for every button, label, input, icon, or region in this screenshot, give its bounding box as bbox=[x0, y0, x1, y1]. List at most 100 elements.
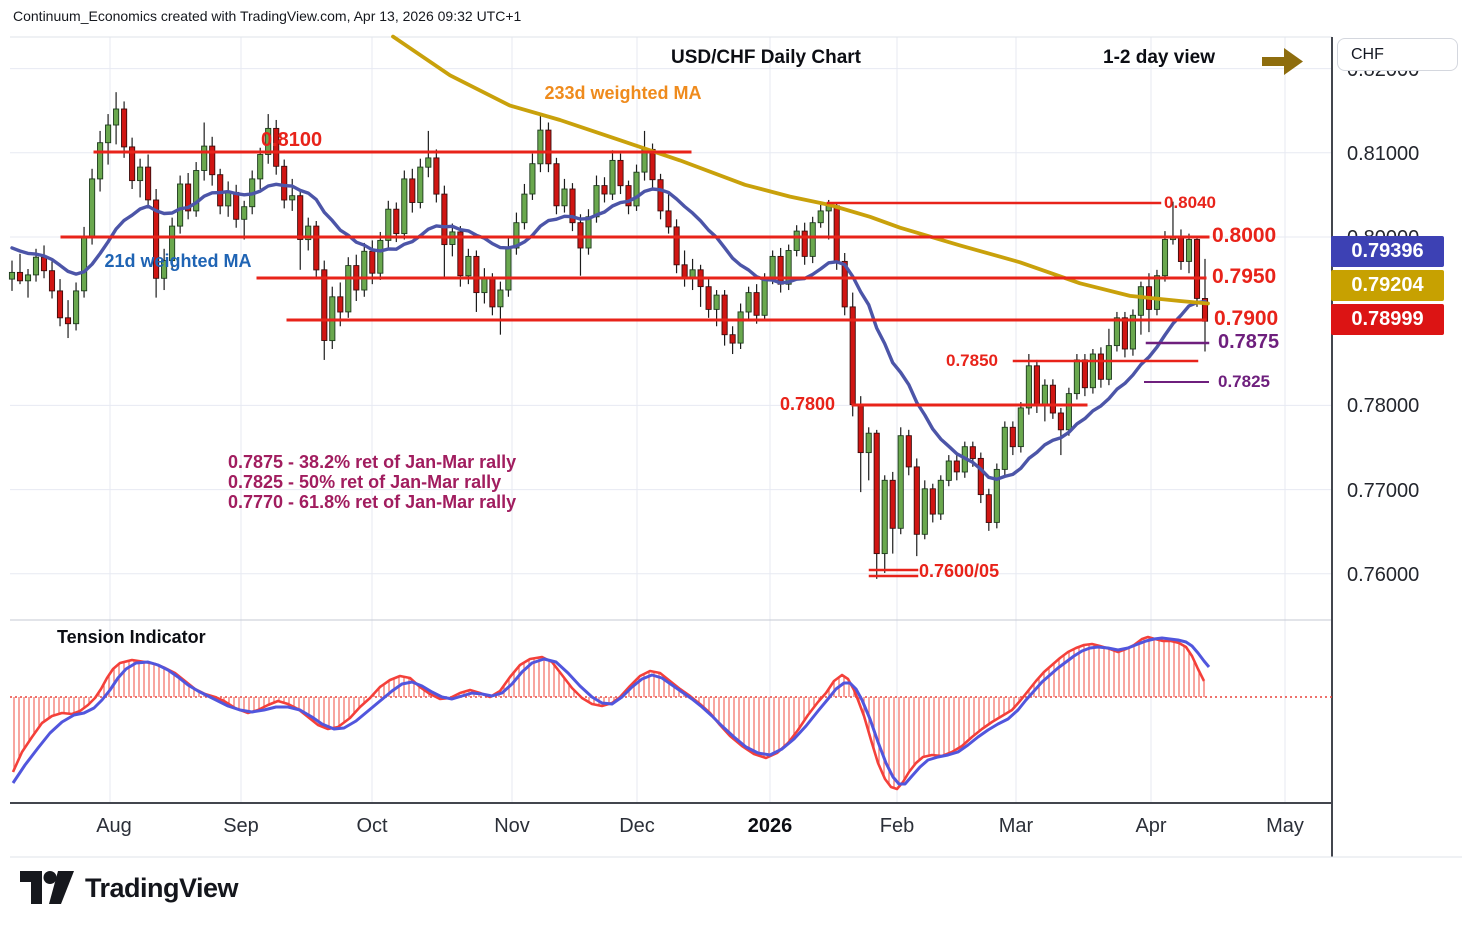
candle-up bbox=[385, 208, 392, 241]
x-axis-label-Nov[interactable]: Nov bbox=[494, 815, 530, 837]
candle-up bbox=[97, 142, 104, 180]
candle-up bbox=[769, 255, 776, 279]
candle-down bbox=[801, 230, 808, 257]
ma-21d-line bbox=[10, 182, 1207, 481]
candle-down bbox=[185, 183, 192, 212]
candle-down bbox=[649, 148, 656, 181]
y-axis-label-0.81000[interactable]: 0.81000 bbox=[1347, 142, 1420, 165]
candle-down bbox=[441, 193, 448, 246]
candle-up bbox=[241, 206, 248, 220]
candle-up bbox=[105, 124, 112, 144]
candle-down bbox=[849, 306, 856, 406]
candle-down bbox=[48, 270, 56, 292]
candle-up bbox=[521, 193, 528, 224]
candle-down bbox=[705, 286, 712, 310]
candle-up bbox=[497, 289, 504, 308]
candle-up bbox=[865, 432, 872, 454]
candle-up bbox=[1065, 393, 1072, 431]
level-label-0.8040: 0.8040 bbox=[1164, 192, 1216, 212]
x-axis-label-Feb[interactable]: Feb bbox=[879, 815, 915, 837]
level-label-0.7800: 0.7800 bbox=[780, 394, 836, 415]
view-note: 1-2 day view bbox=[1103, 47, 1215, 68]
y-axis-label-0.77000[interactable]: 0.77000 bbox=[1347, 479, 1420, 502]
candle-up bbox=[32, 256, 40, 276]
candle-up bbox=[1001, 426, 1008, 470]
level-label-0.7850: 0.7850 bbox=[946, 350, 998, 370]
ma21-label: 21d weighted MA bbox=[104, 251, 252, 271]
candle-down bbox=[233, 191, 240, 220]
candle-down bbox=[577, 222, 584, 249]
candle-up bbox=[921, 488, 928, 535]
level-label-0.7950: 0.7950 bbox=[1212, 265, 1277, 289]
tradingview-logo-icon bbox=[20, 871, 74, 904]
candle-up bbox=[465, 255, 472, 277]
candle-down bbox=[841, 260, 848, 308]
candle-up bbox=[305, 225, 312, 241]
price-badge-0.79396[interactable]: 0.79396 bbox=[1331, 236, 1444, 267]
candle-up bbox=[24, 274, 32, 282]
candle-up bbox=[161, 260, 168, 279]
level-label-0.8000: 0.8000 bbox=[1212, 224, 1277, 248]
candle-up bbox=[265, 127, 272, 155]
candle-down bbox=[56, 290, 64, 319]
candle-down bbox=[1057, 412, 1064, 431]
candle-up bbox=[809, 222, 816, 257]
symbol-search-box[interactable]: CHF bbox=[1337, 38, 1458, 71]
candle-up bbox=[1073, 359, 1080, 395]
candle-up bbox=[1137, 286, 1144, 316]
x-axis-label-2026[interactable]: 2026 bbox=[747, 815, 793, 837]
candle-down bbox=[369, 250, 376, 274]
candle-down bbox=[673, 226, 680, 266]
candle-up bbox=[113, 108, 120, 126]
level-label-0.7900: 0.7900 bbox=[1214, 307, 1279, 331]
x-axis-label-Sep[interactable]: Sep bbox=[223, 815, 259, 837]
candle-up bbox=[1129, 314, 1136, 350]
candle-up bbox=[513, 222, 520, 249]
x-axis-label-Apr[interactable]: Apr bbox=[1135, 815, 1167, 837]
candle-up bbox=[345, 265, 352, 313]
candle-down bbox=[617, 159, 624, 187]
price-badge-0.78999[interactable]: 0.78999 bbox=[1331, 304, 1444, 335]
candle-down bbox=[905, 435, 912, 468]
candle-down bbox=[457, 231, 464, 277]
candle-up bbox=[537, 129, 544, 165]
x-axis-label-Oct[interactable]: Oct bbox=[356, 815, 388, 837]
candle-up bbox=[1105, 345, 1112, 380]
candle-up bbox=[1089, 353, 1096, 389]
retracement-note-2: 0.7825 - 50% ret of Jan-Mar rally bbox=[228, 472, 502, 492]
candle-down bbox=[721, 294, 728, 336]
candle-down bbox=[729, 334, 736, 344]
candle-down bbox=[953, 460, 960, 473]
y-axis-label-0.76000[interactable]: 0.76000 bbox=[1347, 563, 1420, 586]
x-axis-label-Mar[interactable]: Mar bbox=[998, 815, 1034, 837]
tradingview-logo[interactable]: TradingView bbox=[20, 871, 239, 905]
price-badge-0.79204[interactable]: 0.79204 bbox=[1331, 270, 1444, 301]
y-axis-label-0.78000[interactable]: 0.78000 bbox=[1347, 395, 1420, 418]
candle-up bbox=[737, 311, 744, 344]
candle-down bbox=[1081, 359, 1088, 389]
candle-down bbox=[777, 255, 784, 285]
candle-down bbox=[489, 277, 496, 308]
candle-down bbox=[409, 178, 416, 203]
attribution-text: Continuum_Economics created with Trading… bbox=[13, 8, 522, 24]
candle-up bbox=[193, 170, 200, 212]
candle-up bbox=[73, 290, 80, 325]
retracement-note-3: 0.7770 - 61.8% ret of Jan-Mar rally bbox=[228, 492, 517, 512]
x-axis-label-Dec[interactable]: Dec bbox=[619, 815, 655, 837]
tension-fast-line bbox=[11, 635, 1206, 791]
candle-up bbox=[505, 247, 512, 291]
candle-down bbox=[145, 166, 152, 201]
candle-up bbox=[897, 435, 904, 529]
level-label-0.7600/05: 0.7600/05 bbox=[919, 561, 1000, 582]
retracement-note-1: 0.7875 - 38.2% ret of Jan-Mar rally bbox=[228, 452, 517, 472]
candle-down bbox=[601, 185, 608, 195]
candle-down bbox=[625, 185, 632, 207]
x-axis-label-May[interactable]: May bbox=[1266, 815, 1304, 837]
candle-down bbox=[977, 457, 984, 496]
candle-up bbox=[529, 163, 536, 195]
x-axis-label-Aug[interactable]: Aug bbox=[96, 815, 132, 837]
candle-down bbox=[569, 188, 576, 224]
candle-up bbox=[481, 277, 488, 294]
